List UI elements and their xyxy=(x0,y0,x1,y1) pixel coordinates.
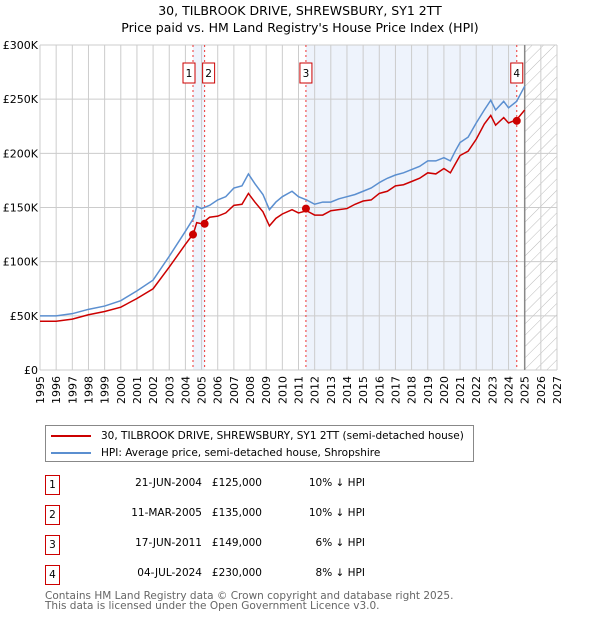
sale-point xyxy=(512,116,521,125)
sale-price: £230,000 xyxy=(211,567,262,579)
sale-price: £149,000 xyxy=(211,537,262,549)
sale-row: 3 17-JUN-2011 £149,000 6% ↓ HPI xyxy=(45,535,465,555)
x-tick-label: 2002 xyxy=(147,376,160,404)
x-tick-label: 2024 xyxy=(503,376,516,404)
x-tick-label: 2026 xyxy=(535,376,548,404)
sale-point xyxy=(188,230,197,239)
x-tick-label: 2015 xyxy=(357,376,370,404)
sale-date: 04-JUL-2024 xyxy=(137,567,202,579)
x-tick-label: 2018 xyxy=(406,376,419,404)
sale-label-box xyxy=(299,62,313,84)
y-tick-label: £300K xyxy=(3,39,39,52)
x-tick-label: 2004 xyxy=(179,376,192,404)
y-tick-label: £0 xyxy=(24,364,38,377)
x-tick-label: 2020 xyxy=(438,376,451,404)
x-tick-label: 2011 xyxy=(293,376,306,404)
legend-swatch-red xyxy=(51,435,91,437)
legend-item-property: 30, TILBROOK DRIVE, SHREWSBURY, SY1 2TT … xyxy=(51,428,464,444)
sale-hpi-diff: 10% ↓ HPI xyxy=(308,477,365,489)
x-tick-label: 2012 xyxy=(309,376,322,404)
x-tick-label: 2006 xyxy=(212,376,225,404)
sale-row: 2 11-MAR-2005 £135,000 10% ↓ HPI xyxy=(45,505,465,525)
sale-label: 2 xyxy=(205,68,212,80)
sale-label-box xyxy=(510,62,524,84)
x-tick-label: 2027 xyxy=(551,376,564,404)
sale-row: 4 04-JUL-2024 £230,000 8% ↓ HPI xyxy=(45,565,465,585)
x-tick-label: 2005 xyxy=(196,376,209,404)
sale-date: 21-JUN-2004 xyxy=(135,477,202,489)
sale-label-box xyxy=(182,62,196,84)
x-tick-label: 2001 xyxy=(131,376,144,404)
legend-label: 30, TILBROOK DRIVE, SHREWSBURY, SY1 2TT … xyxy=(101,430,464,442)
chart-title: 30, TILBROOK DRIVE, SHREWSBURY, SY1 2TT xyxy=(158,3,442,18)
legend-swatch-blue xyxy=(51,452,91,454)
x-tick-label: 2016 xyxy=(373,376,386,404)
y-tick-label: £200K xyxy=(3,147,39,160)
legend: 30, TILBROOK DRIVE, SHREWSBURY, SY1 2TT … xyxy=(45,425,474,462)
footer-line-2: This data is licensed under the Open Gov… xyxy=(45,600,380,612)
sale-label-box xyxy=(202,62,216,84)
x-tick-label: 2014 xyxy=(341,376,354,404)
sale-point xyxy=(301,204,310,213)
x-tick-label: 2010 xyxy=(276,376,289,404)
chart: 1995 1996 1997 1998 1999 2000 2001 2002 2003 2004… xyxy=(3,39,564,404)
sale-point xyxy=(200,219,209,228)
x-tick-label: 1995 xyxy=(34,376,47,404)
x-tick-label: 2025 xyxy=(519,376,532,404)
sale-number-box: 3 xyxy=(45,535,60,555)
x-tick-label: 1996 xyxy=(50,376,63,404)
y-tick-label: £250K xyxy=(3,93,39,106)
sale-price: £125,000 xyxy=(211,477,262,489)
sale-number-box: 2 xyxy=(45,505,60,525)
footer-line-1: Contains HM Land Registry data © Crown c… xyxy=(45,590,454,602)
x-tick-label: 2008 xyxy=(244,376,257,404)
legend-item-hpi: HPI: Average price, semi-detached house,… xyxy=(51,445,380,461)
sale-hpi-diff: 6% ↓ HPI xyxy=(315,537,365,549)
legend-label: HPI: Average price, semi-detached house,… xyxy=(101,447,381,459)
y-tick-label: £50K xyxy=(10,310,39,323)
x-tick-label: 2009 xyxy=(260,376,273,404)
x-tick-label: 1997 xyxy=(66,376,79,404)
sale-label: 1 xyxy=(186,68,193,80)
x-tick-label: 2021 xyxy=(454,376,467,404)
sale-date: 11-MAR-2005 xyxy=(131,507,202,519)
x-tick-label: 1998 xyxy=(82,376,95,404)
x-tick-label: 2007 xyxy=(228,376,241,404)
sale-number-box: 4 xyxy=(45,565,60,585)
sale-row: 1 21-JUN-2004 £125,000 10% ↓ HPI xyxy=(45,475,465,495)
x-tick-label: 2022 xyxy=(470,376,483,404)
hpi-line xyxy=(40,85,526,317)
sale-price: £135,000 xyxy=(211,507,262,519)
x-tick-label: 2023 xyxy=(486,376,499,404)
sale-label: 4 xyxy=(513,68,520,80)
sale-label: 3 xyxy=(303,68,310,80)
price-paid-line xyxy=(40,109,526,322)
x-tick-label: 2019 xyxy=(422,376,435,404)
sale-hpi-diff: 8% ↓ HPI xyxy=(315,567,365,579)
x-tick-label: 2003 xyxy=(163,376,176,404)
chart-subtitle: Price paid vs. HM Land Registry's House … xyxy=(121,20,479,35)
x-tick-label: 2013 xyxy=(325,376,338,404)
sale-number-box: 1 xyxy=(45,475,60,495)
x-tick-label: 2017 xyxy=(389,376,402,404)
x-tick-label: 2000 xyxy=(115,376,128,404)
x-tick-label: 1999 xyxy=(99,376,112,404)
y-tick-label: £100K xyxy=(3,256,39,269)
sale-hpi-diff: 10% ↓ HPI xyxy=(308,507,365,519)
y-tick-label: £150K xyxy=(3,202,39,215)
sale-date: 17-JUN-2011 xyxy=(135,537,202,549)
